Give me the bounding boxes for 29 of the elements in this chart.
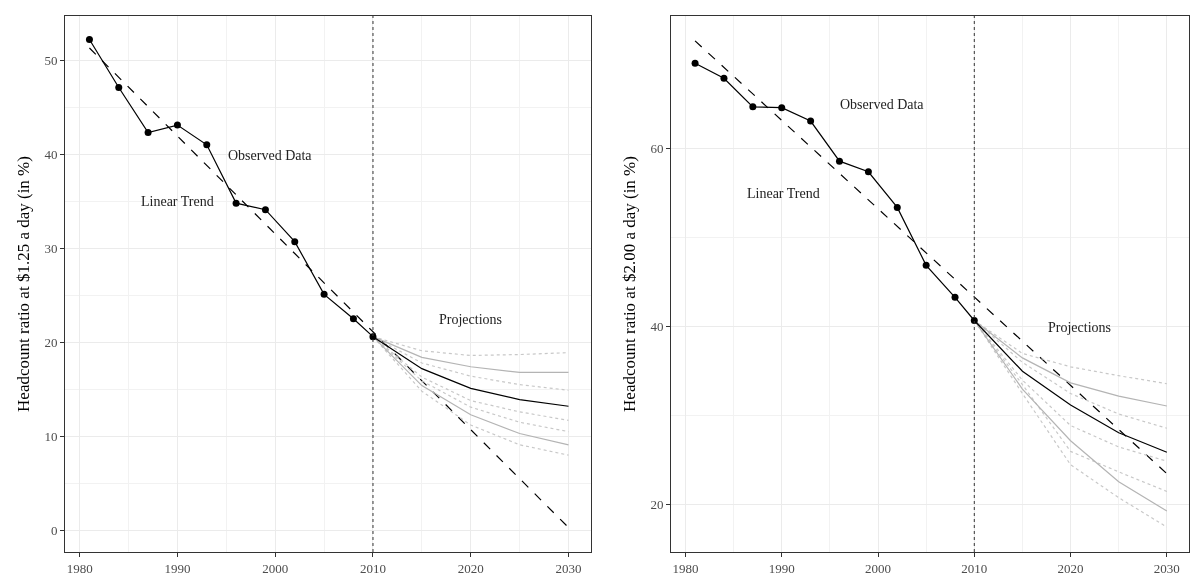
- y-tick-label: 40: [44, 146, 58, 162]
- y-tick-label: 60: [650, 141, 664, 157]
- y-tick-label: 20: [650, 497, 664, 513]
- annotation: Projections: [1048, 320, 1111, 335]
- annotation: Observed Data: [840, 97, 925, 112]
- x-tick-label: 2000: [865, 560, 892, 576]
- x-tick-label: 1990: [768, 560, 795, 576]
- x-tick-label: 2030: [1153, 560, 1180, 576]
- y-axis-title: Headcount ratio at $1.25 a day (in %): [13, 156, 33, 412]
- x-tick-label: 2030: [555, 560, 582, 576]
- y-tick-label: 40: [650, 319, 664, 335]
- x-tick-label: 2020: [457, 560, 484, 576]
- y-tick-label: 30: [44, 240, 58, 256]
- x-tick-label: 2020: [1057, 560, 1084, 576]
- annotation: Linear Trend: [747, 186, 820, 201]
- x-tick-label: 2000: [262, 560, 289, 576]
- y-tick-label: 50: [44, 52, 58, 68]
- x-tick-label: 1980: [672, 560, 699, 576]
- annotation: Observed Data: [228, 148, 313, 163]
- y-tick-label: 20: [44, 334, 58, 350]
- y-axis-title: Headcount ratio at $2.00 a day (in %): [619, 156, 639, 412]
- annotation: Linear Trend: [141, 194, 214, 209]
- x-tick-label: 1980: [66, 560, 93, 576]
- x-tick-label: 1990: [164, 560, 191, 576]
- annotation: Projections: [439, 312, 502, 327]
- x-tick-label: 2010: [961, 560, 988, 576]
- y-tick-label: 10: [44, 428, 58, 444]
- x-tick-label: 2010: [359, 560, 386, 576]
- y-tick-label: 0: [50, 522, 58, 538]
